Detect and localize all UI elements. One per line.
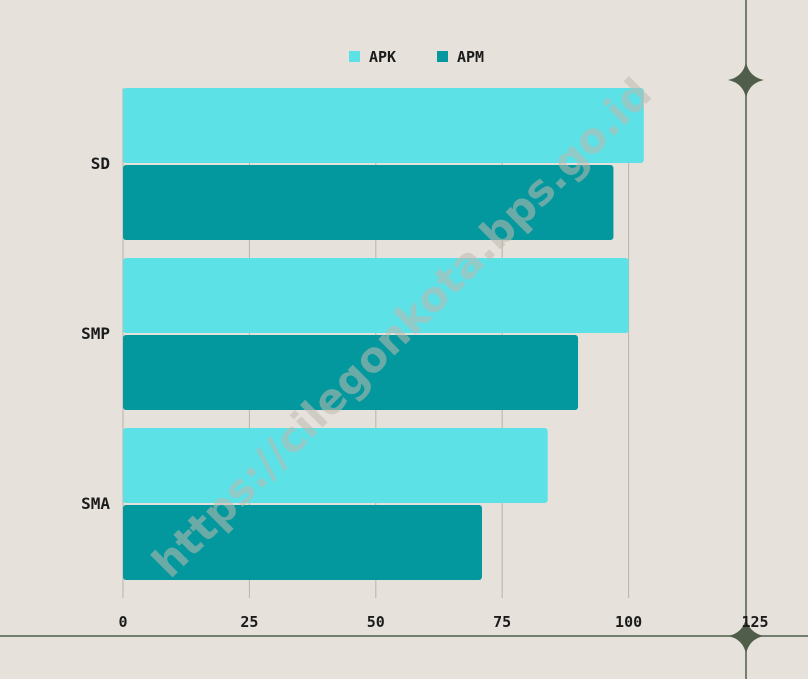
sparkle-icon bbox=[728, 62, 764, 98]
bar-apm-sd bbox=[123, 165, 614, 240]
sparkle-icon bbox=[728, 618, 764, 654]
y-axis-categories: SD SMP SMA bbox=[81, 154, 110, 513]
x-tick-label: 75 bbox=[493, 613, 511, 631]
x-tick-label: 100 bbox=[615, 613, 642, 631]
legend: APK APM bbox=[349, 48, 484, 66]
bar-apm-smp bbox=[123, 335, 579, 410]
x-tick-label: 0 bbox=[118, 613, 127, 631]
bar-apm-sma bbox=[123, 505, 482, 580]
legend-label: APM bbox=[457, 48, 484, 66]
x-tick-label: 50 bbox=[367, 613, 385, 631]
bar-apk-smp bbox=[123, 258, 629, 333]
category-label: SD bbox=[91, 154, 110, 173]
x-tick-label: 25 bbox=[240, 613, 258, 631]
legend-label: APK bbox=[369, 48, 396, 66]
x-tick-label: 125 bbox=[741, 613, 768, 631]
bar-apk-sd bbox=[123, 88, 644, 163]
bars bbox=[123, 88, 644, 580]
category-label: SMA bbox=[81, 494, 110, 513]
x-axis-ticks: 0 25 50 75 100 125 bbox=[118, 613, 768, 631]
category-label: SMP bbox=[81, 324, 110, 343]
legend-swatch bbox=[349, 51, 360, 62]
bar-apk-sma bbox=[123, 428, 548, 503]
legend-swatch bbox=[437, 51, 448, 62]
